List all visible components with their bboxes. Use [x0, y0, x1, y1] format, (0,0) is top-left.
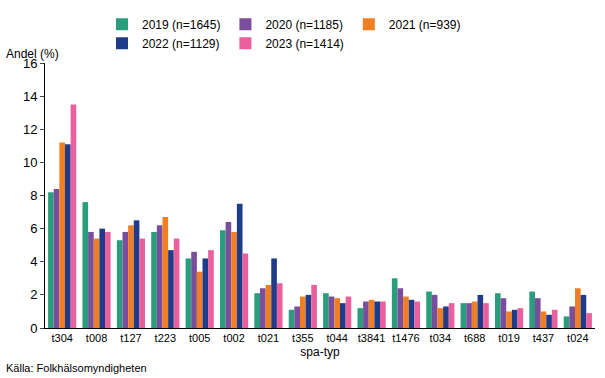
svg-text:t1476: t1476 — [392, 332, 420, 344]
svg-text:t437: t437 — [533, 332, 554, 344]
svg-text:2021 (n=939): 2021 (n=939) — [389, 18, 461, 32]
svg-text:2: 2 — [30, 287, 37, 302]
svg-text:2020 (n=1185): 2020 (n=1185) — [265, 18, 343, 32]
svg-text:10: 10 — [23, 155, 37, 170]
svg-text:t019: t019 — [498, 332, 519, 344]
svg-text:0: 0 — [30, 321, 37, 336]
svg-text:spa-typ: spa-typ — [300, 345, 340, 359]
svg-text:2019 (n=1645): 2019 (n=1645) — [142, 18, 220, 32]
svg-text:t355: t355 — [292, 332, 313, 344]
svg-text:t034: t034 — [430, 332, 451, 344]
svg-text:2022 (n=1129): 2022 (n=1129) — [142, 37, 220, 51]
svg-text:t044: t044 — [326, 332, 347, 344]
svg-text:t008: t008 — [86, 332, 107, 344]
svg-text:2023 (n=1414): 2023 (n=1414) — [265, 37, 343, 51]
svg-text:t127: t127 — [120, 332, 141, 344]
svg-text:t021: t021 — [258, 332, 279, 344]
svg-text:12: 12 — [23, 122, 37, 137]
svg-text:t223: t223 — [155, 332, 176, 344]
svg-text:8: 8 — [30, 188, 37, 203]
svg-text:t688: t688 — [464, 332, 485, 344]
svg-text:4: 4 — [30, 254, 37, 269]
svg-text:Andel (%): Andel (%) — [6, 47, 59, 61]
svg-text:t024: t024 — [567, 332, 588, 344]
svg-text:t002: t002 — [223, 332, 244, 344]
svg-text:16: 16 — [23, 56, 37, 71]
svg-text:14: 14 — [23, 89, 37, 104]
svg-text:t005: t005 — [189, 332, 210, 344]
svg-text:6: 6 — [30, 221, 37, 236]
svg-text:Källa: Folkhälsomyndigheten: Källa: Folkhälsomyndigheten — [6, 362, 147, 374]
svg-text:t304: t304 — [51, 332, 72, 344]
svg-text:t3841: t3841 — [358, 332, 386, 344]
